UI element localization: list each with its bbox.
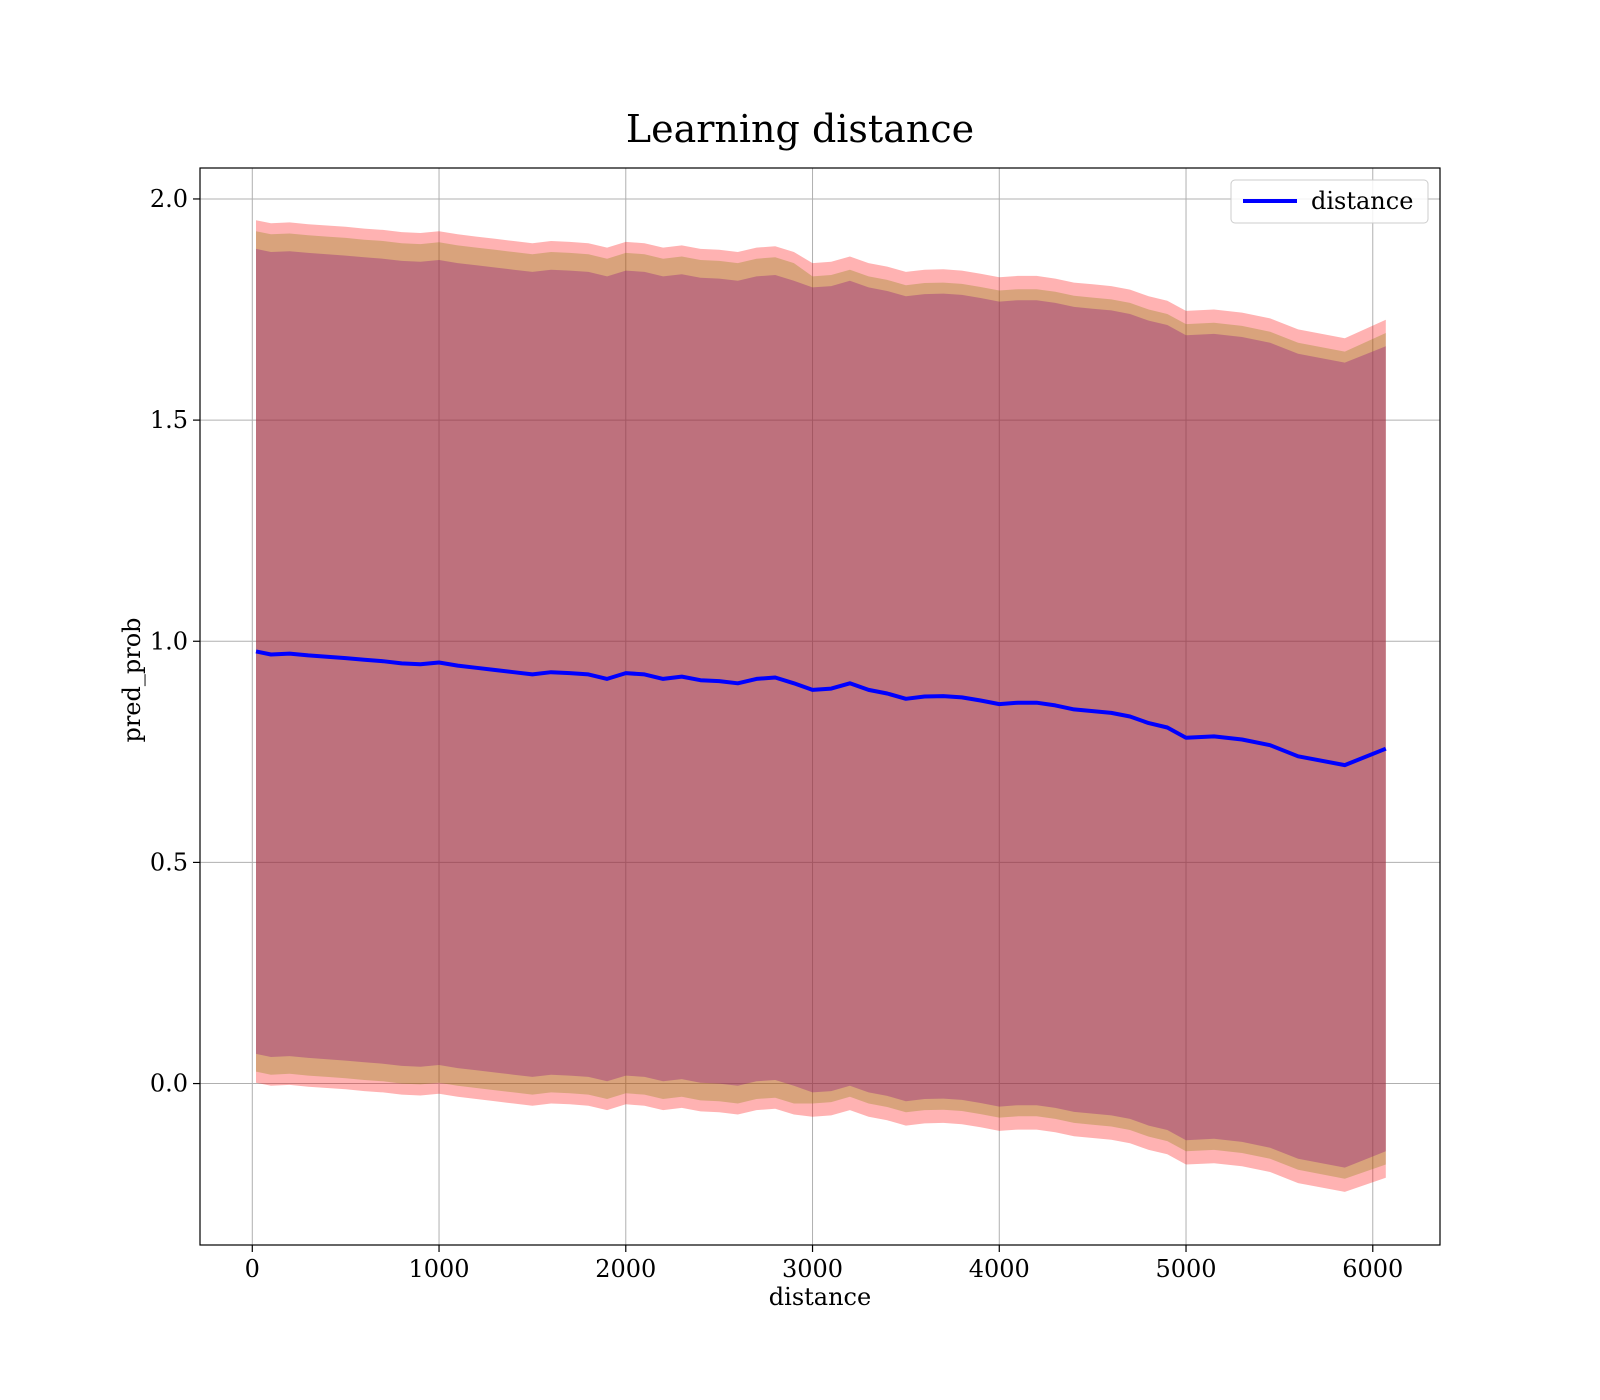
x-tick-label-3: 3000 (782, 1255, 843, 1283)
series-line-distance (255, 649, 1387, 768)
band-outer (256, 220, 1386, 1192)
x-axis-label: distance (769, 1283, 871, 1311)
plot-area-frame (199, 167, 1441, 1246)
x-tick-label-5: 5000 (1155, 1255, 1216, 1283)
chart-title: Learning distance (626, 107, 974, 151)
band-middle (256, 231, 1386, 1179)
y-tick-label-3: 1.5 (150, 406, 188, 434)
y-axis-ticks: 0.0 0.5 1.0 1.5 2.0 (150, 185, 200, 1098)
x-tick-label-6: 6000 (1342, 1255, 1403, 1283)
y-tick-label-2: 1.0 (150, 627, 188, 655)
legend: distance (1230, 179, 1429, 224)
series-lines (255, 649, 1387, 768)
y-tick-label-1: 0.5 (150, 848, 188, 876)
confidence-bands (256, 220, 1386, 1192)
x-tick-label-1: 1000 (408, 1255, 469, 1283)
y-axis-label: pred_prob (118, 617, 146, 742)
y-tick-label-0: 0.0 (150, 1070, 188, 1098)
x-tick-label-4: 4000 (969, 1255, 1030, 1283)
x-tick-label-2: 2000 (595, 1255, 656, 1283)
legend-box (1230, 179, 1429, 224)
x-axis-ticks: 0 1000 2000 3000 4000 5000 6000 (245, 1245, 1403, 1283)
y-tick-label-4: 2.0 (150, 185, 188, 213)
grid (200, 168, 1440, 1245)
band-inner (256, 248, 1386, 1168)
legend-label-distance: distance (1311, 187, 1413, 215)
x-tick-label-0: 0 (245, 1255, 260, 1283)
